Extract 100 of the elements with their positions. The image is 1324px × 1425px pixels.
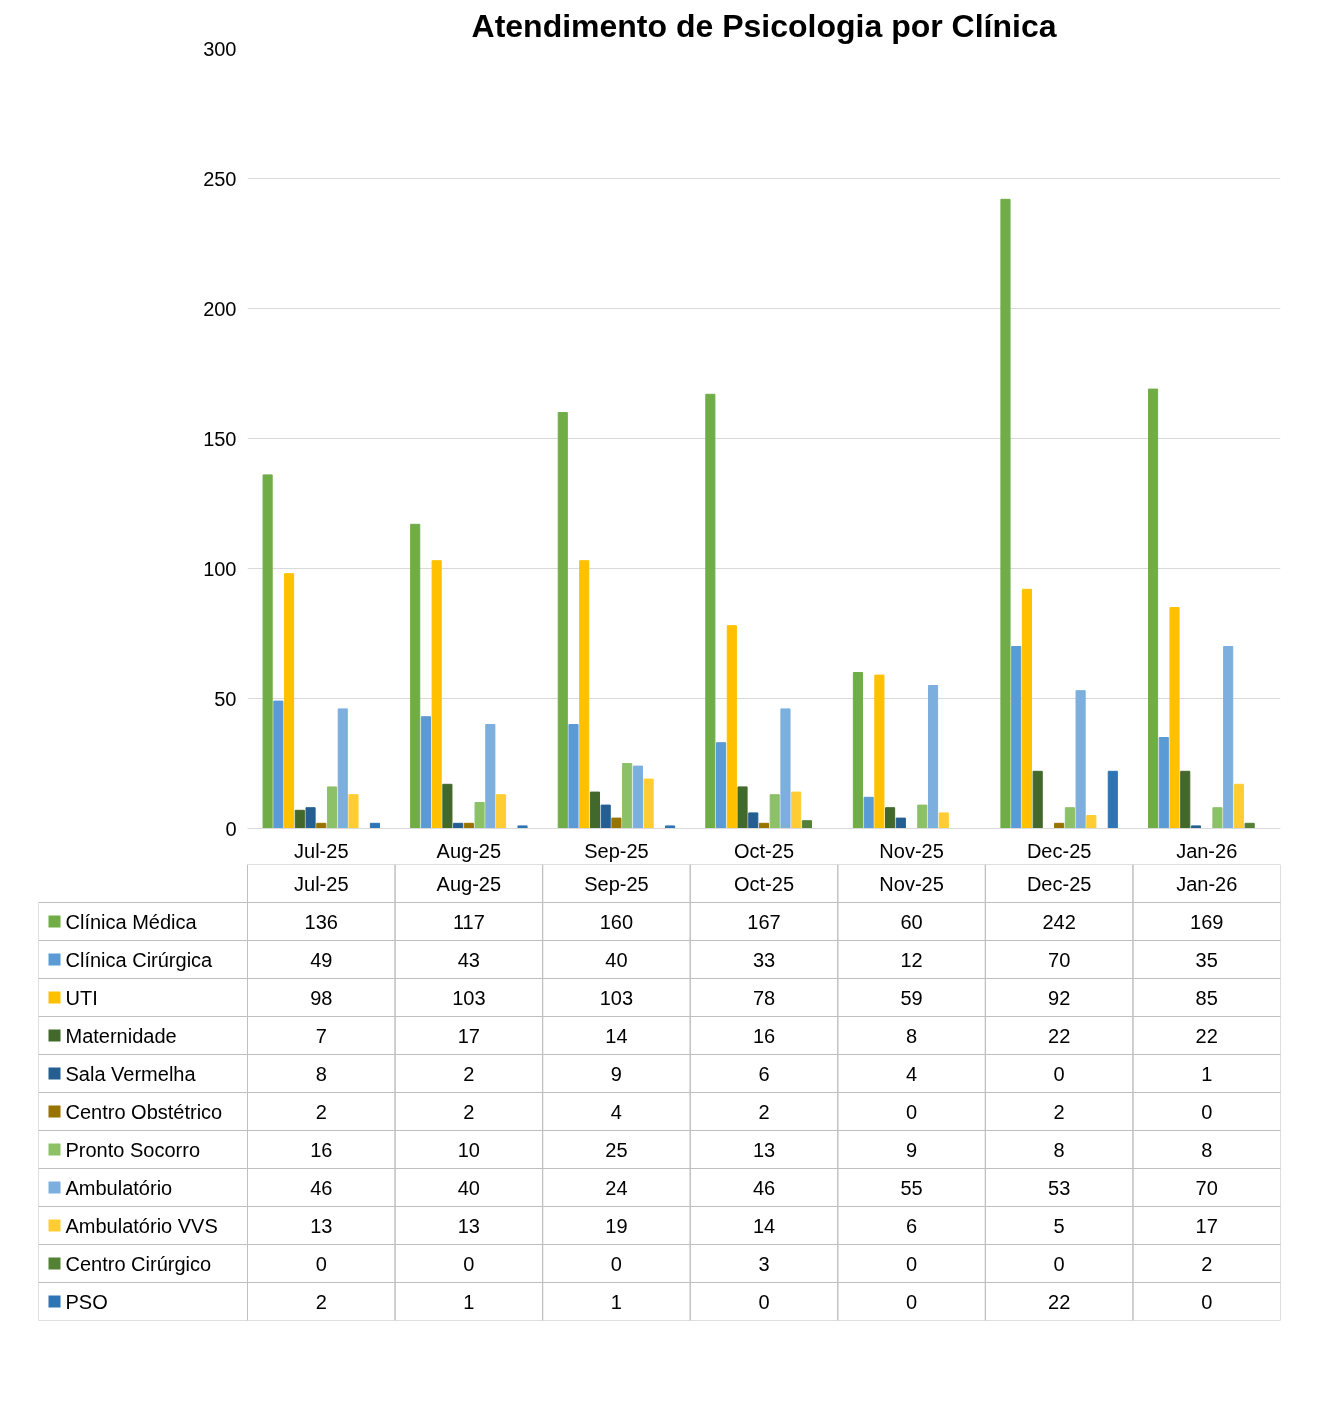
bar	[1158, 737, 1169, 829]
category-label: Jul-25	[294, 872, 349, 895]
bar	[1223, 646, 1234, 829]
data-label: 6	[906, 1214, 918, 1237]
bar	[780, 708, 791, 829]
bar	[348, 794, 359, 829]
data-label: 0	[1053, 1062, 1065, 1085]
data-label: 103	[599, 986, 634, 1009]
data-label: 85	[1195, 986, 1218, 1009]
x-tick-label: Jul-25	[294, 839, 349, 862]
data-label: 8	[315, 1062, 327, 1085]
data-label: 2	[463, 1100, 475, 1123]
bar	[431, 560, 442, 829]
y-tick-label: 150	[203, 427, 237, 450]
data-label: 6	[758, 1062, 770, 1085]
data-label: 117	[452, 910, 485, 933]
data-label: 9	[906, 1138, 918, 1161]
data-label: 242	[1042, 910, 1076, 933]
bar	[495, 794, 507, 829]
bar	[294, 809, 305, 829]
data-label: 22	[1048, 1024, 1071, 1047]
category-label: Aug-25	[436, 872, 502, 895]
data-label: 25	[605, 1138, 628, 1161]
x-tick-label: Jan-26	[1176, 839, 1238, 862]
legend-label: Clínica Cirúrgica	[65, 948, 214, 971]
bar	[284, 573, 295, 829]
bar	[1244, 822, 1255, 829]
bar	[716, 742, 727, 829]
data-label: 92	[1048, 986, 1071, 1009]
bar	[917, 804, 928, 829]
data-label: 19	[605, 1214, 628, 1237]
bar	[1086, 815, 1097, 829]
bar	[737, 786, 748, 829]
data-label: 0	[463, 1252, 475, 1275]
bar	[568, 724, 579, 829]
y-tick-label: 100	[203, 557, 237, 580]
bar	[326, 786, 338, 829]
y-tick-label: 0	[225, 817, 237, 840]
data-label: 1	[610, 1290, 622, 1313]
bar	[420, 716, 431, 829]
bar	[1233, 783, 1244, 829]
bar	[874, 674, 885, 829]
data-label: 22	[1195, 1024, 1218, 1047]
data-label: 2	[758, 1100, 770, 1123]
data-label: 167	[747, 910, 781, 933]
bar	[632, 765, 643, 829]
data-label: 9	[610, 1062, 622, 1085]
legend-label: Sala Vermelha	[65, 1062, 197, 1085]
legend-label: Centro Obstétrico	[65, 1100, 223, 1123]
bar	[1107, 770, 1118, 829]
bar	[1000, 198, 1011, 829]
bar	[801, 820, 812, 829]
bar	[1147, 388, 1159, 829]
category-label: Nov-25	[879, 872, 944, 895]
data-label: 40	[605, 948, 628, 971]
bar	[442, 783, 453, 829]
data-label: 14	[752, 1214, 776, 1237]
bar	[1011, 646, 1022, 829]
bar	[579, 560, 590, 829]
data-label: 0	[315, 1252, 327, 1275]
bar	[852, 672, 863, 829]
bar	[885, 807, 896, 829]
bar	[485, 724, 496, 829]
data-label: 0	[610, 1252, 622, 1275]
bar	[410, 523, 421, 829]
data-label: 0	[1053, 1252, 1065, 1275]
x-tick-label: Sep-25	[584, 839, 649, 862]
legend-label: Pronto Socorro	[65, 1138, 201, 1161]
bar	[769, 794, 780, 829]
bar	[557, 412, 568, 829]
data-label: 98	[310, 986, 333, 1009]
legend-label: UTI	[65, 986, 98, 1009]
data-label: 78	[752, 986, 776, 1009]
data-label: 136	[304, 910, 338, 933]
data-label: 22	[1048, 1290, 1071, 1313]
bar	[517, 825, 528, 829]
data-label: 2	[463, 1062, 475, 1085]
legend-label: Centro Cirúrgico	[65, 1252, 212, 1275]
y-tick-label: 50	[214, 687, 237, 710]
bar	[474, 802, 485, 829]
data-label: 8	[906, 1024, 918, 1047]
data-label: 43	[457, 948, 480, 971]
data-label: 14	[605, 1024, 628, 1047]
data-label: 13	[752, 1138, 776, 1161]
data-label: 5	[1053, 1214, 1065, 1237]
chart-title: Atendimento de Psicologia por Clínica	[471, 7, 1057, 44]
bar	[600, 804, 611, 829]
data-label: 13	[310, 1214, 333, 1237]
bar	[611, 817, 622, 829]
bar	[1180, 770, 1191, 829]
bar	[622, 763, 633, 829]
data-label: 0	[906, 1100, 918, 1123]
data-label: 12	[900, 948, 923, 971]
legend-label: Clínica Médica	[65, 910, 198, 933]
bar	[1064, 807, 1075, 829]
data-label: 49	[310, 948, 333, 971]
bar	[262, 474, 273, 829]
bar	[665, 825, 676, 829]
data-label: 0	[906, 1252, 918, 1275]
category-label: Oct-25	[733, 872, 795, 895]
